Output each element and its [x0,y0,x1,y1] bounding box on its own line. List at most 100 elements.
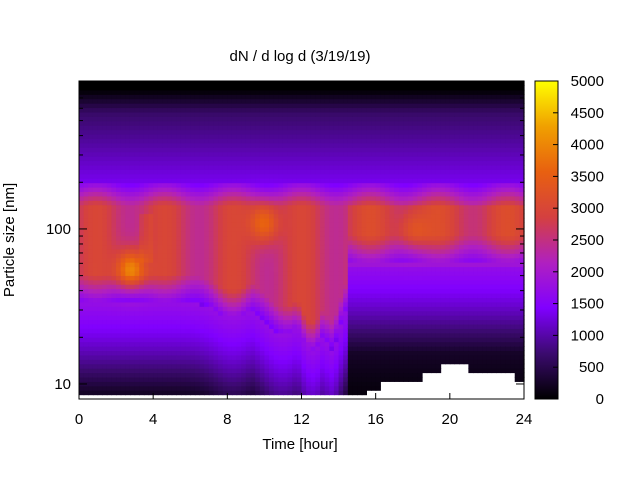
heatmap-cell [106,244,113,250]
heatmap-cell [106,125,113,131]
heatmap-cell [83,191,89,197]
heatmap-cell [213,332,219,338]
heatmap-cell [218,173,224,179]
heatmap-cell [394,120,400,126]
heatmap-cell [389,103,395,109]
heatmap-cell [375,222,381,228]
heatmap-cell [306,257,312,263]
heatmap-cell [292,248,298,254]
heatmap-cell [357,138,363,144]
heatmap-cell [190,390,196,396]
heatmap-cell [231,381,238,387]
heatmap-cell [83,293,89,299]
heatmap-cell [241,381,247,387]
heatmap-cell [139,253,145,259]
heatmap-cell [394,182,400,188]
heatmap-cell [129,191,136,197]
heatmap-cell [296,315,303,321]
heatmap-cell [269,270,275,276]
heatmap-cell [380,151,386,157]
heatmap-cell [227,81,233,87]
heatmap-cell [167,187,173,193]
heatmap-cell [282,368,289,374]
heatmap-cell [292,116,298,122]
heatmap-cell [129,85,136,91]
heatmap-cell [347,138,354,144]
heatmap-cell [134,120,140,126]
heatmap-cell [380,248,386,254]
heatmap-cell [83,98,89,104]
heatmap-cell [255,81,261,87]
heatmap-cell [306,288,312,294]
heatmap-cell [157,147,164,153]
heatmap-cell [245,129,252,135]
heatmap-cell [306,306,312,312]
heatmap-cell [162,129,168,135]
heatmap-cell [139,372,145,378]
heatmap-cell [231,169,238,175]
heatmap-cell [236,138,242,144]
heatmap-cell [310,284,317,290]
heatmap-cell [102,235,108,241]
heatmap-cell [199,169,205,175]
heatmap-cell [204,187,210,193]
heatmap-cell [176,129,182,135]
heatmap-cell [167,89,173,95]
heatmap-cell [190,213,196,219]
heatmap-cell [259,98,266,104]
heatmap-cell [218,319,224,325]
heatmap-cell [389,359,395,365]
heatmap-cell [250,346,256,352]
heatmap-cell [102,222,108,228]
heatmap-cell [310,222,317,228]
heatmap-cell [338,297,344,303]
heatmap-cell [250,94,256,100]
heatmap-cell [102,125,108,131]
heatmap-cell [97,257,103,263]
heatmap-cell [120,376,126,382]
heatmap-cell [241,116,247,122]
heatmap-cell [180,182,187,188]
heatmap-cell [167,248,173,254]
heatmap-cell [398,279,405,285]
heatmap-cell [231,182,238,188]
heatmap-cell [384,368,391,374]
heatmap-cell [329,138,335,144]
heatmap-cell [92,244,99,250]
heatmap-cell [403,222,409,228]
heatmap-cell [366,195,372,201]
heatmap-cell [106,332,113,338]
heatmap-cell [320,376,326,382]
heatmap-cell [320,178,326,184]
heatmap-cell [306,111,312,117]
heatmap-cell [171,332,177,338]
heatmap-cell [273,350,279,356]
heatmap-cell [380,306,386,312]
heatmap-cell [208,332,215,338]
heatmap-cell [333,103,340,109]
heatmap-cell [199,341,205,347]
heatmap-cell [259,257,266,263]
heatmap-cell [176,235,182,241]
heatmap-cell [204,323,210,329]
heatmap-cell [296,191,303,197]
heatmap-cell [269,368,275,374]
heatmap-cell [269,111,275,117]
heatmap-cell [204,293,210,299]
heatmap-cell [287,142,293,148]
heatmap-cell [171,297,177,303]
heatmap-cell [218,129,224,135]
heatmap-cell [134,191,140,197]
heatmap-cell [278,240,284,246]
heatmap-cell [273,147,279,153]
heatmap-cell [222,354,228,360]
heatmap-cell [116,372,122,378]
heatmap-cell [176,266,182,272]
heatmap-cell [208,235,215,241]
heatmap-cell [185,116,191,122]
heatmap-cell [157,359,164,365]
heatmap-cell [347,341,354,347]
heatmap-cell [180,266,187,272]
heatmap-cell [231,156,238,162]
heatmap-cell [250,204,256,210]
